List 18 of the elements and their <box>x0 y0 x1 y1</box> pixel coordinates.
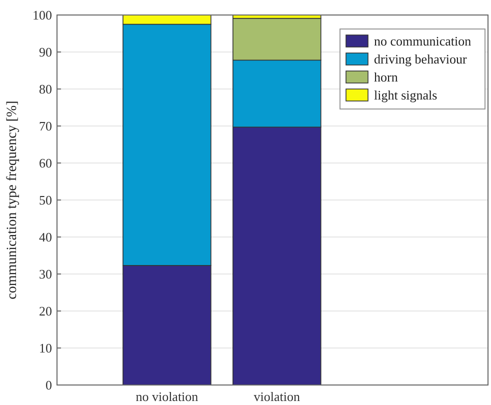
y-tick-label: 30 <box>39 266 52 282</box>
y-tick-label: 50 <box>39 192 52 208</box>
x-tick-label: violation <box>254 389 301 404</box>
y-tick-label: 70 <box>39 118 52 134</box>
y-tick-label: 40 <box>39 230 52 245</box>
legend-label: driving behaviour <box>374 52 468 67</box>
x-tick-label: no violation <box>136 389 199 404</box>
y-tick-label: 0 <box>46 378 52 393</box>
y-tick-label: 100 <box>32 8 52 23</box>
y-tick-label: 20 <box>39 304 52 319</box>
y-tick-label: 60 <box>39 156 52 171</box>
y-axis-title: communication type frequency [%] <box>5 100 20 300</box>
y-tick-label: 10 <box>39 340 52 356</box>
y-tick-label: 80 <box>39 82 52 97</box>
y-tick-label: 90 <box>39 44 52 60</box>
legend-label: no communication <box>374 34 472 49</box>
legend-label: light signals <box>374 88 438 103</box>
legend-label: horn <box>374 70 398 85</box>
